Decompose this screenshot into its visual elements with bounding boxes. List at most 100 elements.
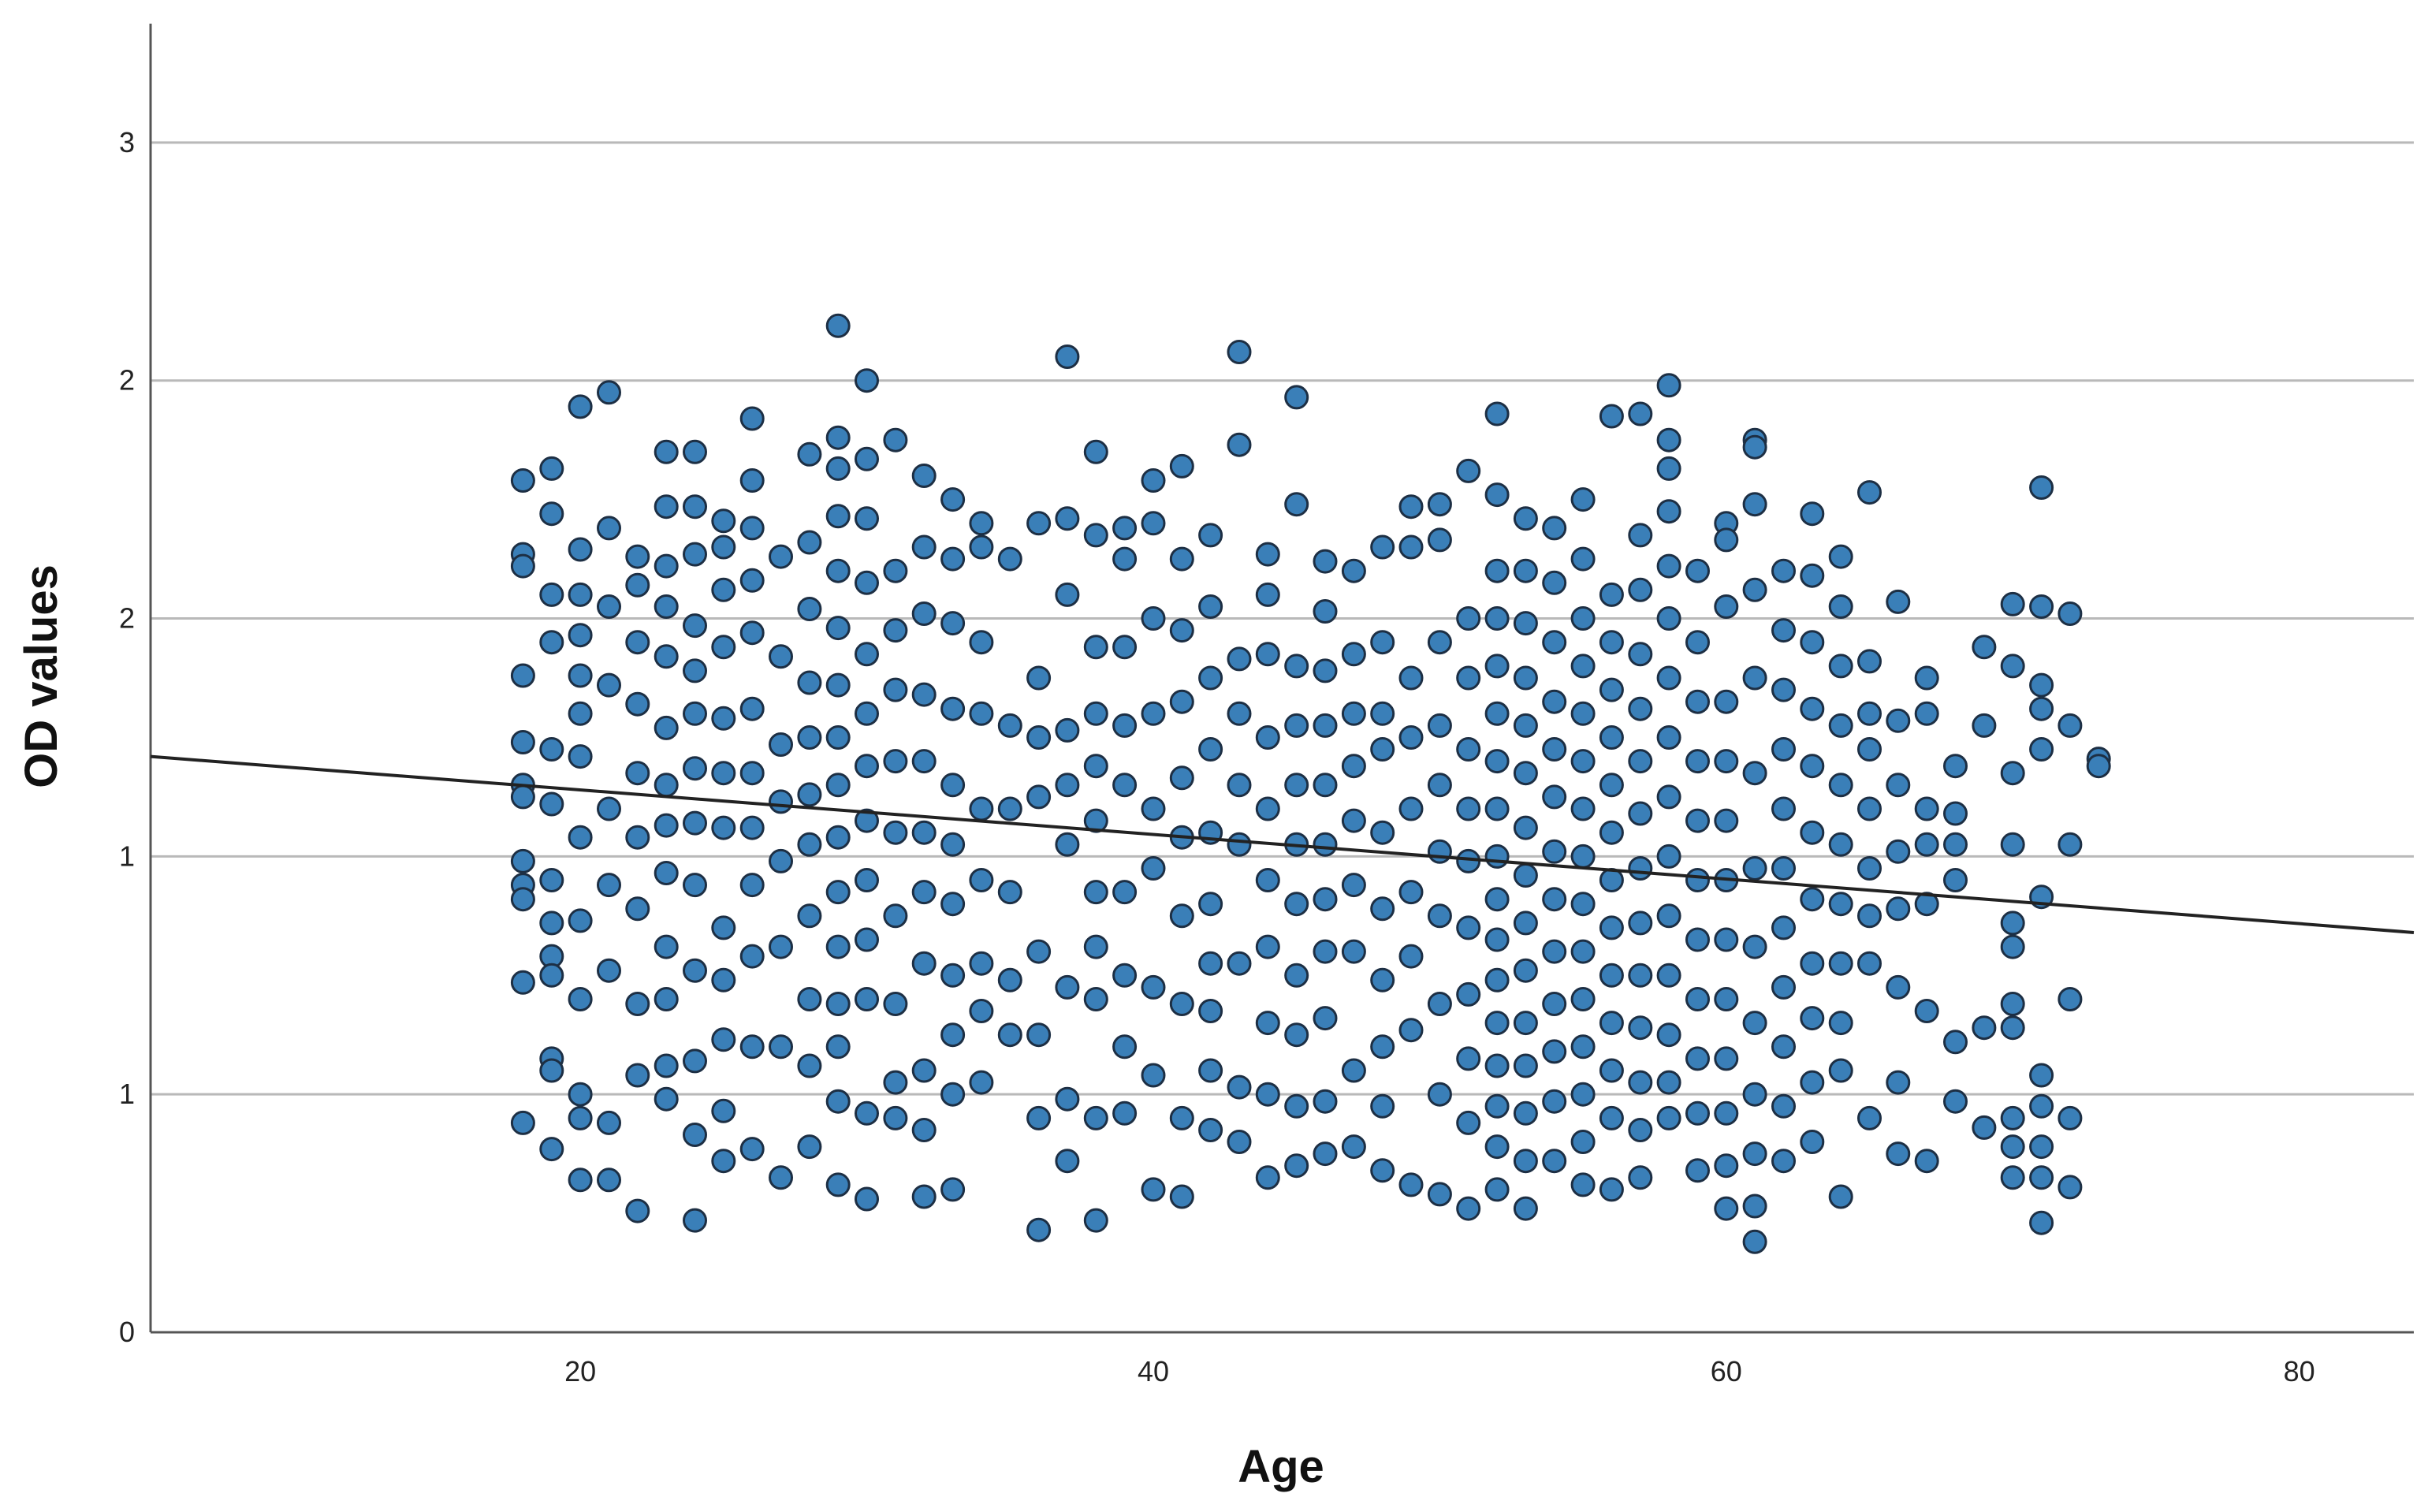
data-point — [1542, 992, 1567, 1016]
data-point — [739, 406, 765, 431]
data-point — [539, 630, 564, 655]
data-point — [1828, 713, 1853, 738]
x-axis-title: Age — [1238, 1441, 1324, 1492]
data-point — [1513, 1100, 1538, 1126]
data-point — [1370, 896, 1395, 922]
data-point — [1800, 951, 1825, 976]
data-point — [739, 696, 765, 721]
data-point — [1370, 1034, 1395, 1060]
data-point — [1427, 992, 1452, 1016]
data-point — [1055, 582, 1080, 607]
data-point — [1771, 856, 1796, 881]
data-point — [2057, 1175, 2083, 1200]
data-point — [911, 820, 937, 845]
data-point — [1542, 887, 1567, 912]
data-point — [855, 1100, 879, 1126]
data-point — [711, 815, 736, 840]
data-point — [510, 663, 535, 688]
data-point — [1800, 1070, 1825, 1095]
data-point — [711, 1027, 736, 1052]
data-point — [1513, 815, 1538, 840]
data-point — [1685, 1100, 1710, 1126]
data-point — [1255, 1082, 1280, 1107]
data-point — [1800, 501, 1825, 527]
data-point — [1742, 1229, 1767, 1254]
data-point — [539, 737, 564, 762]
data-point — [683, 873, 707, 898]
data-point — [1341, 808, 1366, 833]
data-point — [825, 992, 851, 1016]
data-point — [1542, 784, 1567, 810]
data-point — [1599, 725, 1624, 750]
data-point — [1685, 749, 1710, 774]
data-point — [625, 761, 650, 786]
data-point — [1628, 696, 1653, 721]
data-point — [1800, 1006, 1825, 1031]
data-point — [539, 582, 564, 607]
data-point — [711, 706, 736, 731]
data-point — [1398, 1172, 1424, 1197]
y-tick-labels: 0 1 1 2 2 3 — [119, 126, 135, 1348]
data-point — [940, 1082, 966, 1107]
data-point — [1656, 725, 1681, 750]
data-point — [1284, 1153, 1309, 1179]
data-point — [825, 1034, 851, 1060]
data-point — [1656, 784, 1681, 810]
data-point — [711, 967, 736, 992]
data-point — [1456, 981, 1481, 1007]
data-point — [510, 468, 535, 493]
data-point — [1227, 832, 1252, 857]
data-point — [568, 537, 593, 562]
data-point — [711, 534, 736, 560]
data-point — [1055, 974, 1080, 1000]
data-point — [883, 677, 908, 702]
data-point — [1026, 725, 1052, 750]
data-point — [1570, 749, 1596, 774]
data-point — [883, 1105, 908, 1130]
data-point — [1570, 606, 1596, 631]
data-point — [1656, 456, 1681, 481]
data-point — [883, 992, 908, 1016]
data-point — [997, 546, 1022, 572]
data-point — [2000, 832, 2025, 857]
data-point — [1656, 1022, 1681, 1048]
data-point — [1456, 737, 1481, 762]
data-point — [1456, 458, 1481, 483]
data-point — [1141, 606, 1166, 631]
data-point — [1313, 713, 1338, 738]
data-point — [1227, 432, 1252, 457]
data-point — [1685, 868, 1710, 892]
data-point — [1141, 974, 1166, 1000]
data-point — [769, 732, 793, 757]
data-point — [1284, 492, 1309, 517]
data-point — [597, 1168, 621, 1193]
data-point — [1570, 1130, 1596, 1154]
data-point — [1628, 963, 1653, 988]
data-point — [883, 558, 908, 583]
data-point — [1628, 523, 1653, 548]
data-point — [1513, 506, 1538, 531]
data-point — [2086, 754, 2111, 779]
data-point — [1198, 1058, 1223, 1083]
data-point — [1341, 939, 1366, 964]
y-tick-label: 1 — [119, 1078, 135, 1110]
data-point — [940, 963, 966, 988]
data-point — [997, 1022, 1022, 1048]
y-axis-title: OD values — [16, 564, 67, 788]
data-point — [625, 1198, 650, 1223]
data-point — [654, 594, 679, 619]
data-point — [1112, 1100, 1138, 1126]
data-point — [1055, 717, 1080, 743]
data-point — [997, 796, 1022, 821]
data-points — [510, 313, 2111, 1254]
data-point — [1513, 611, 1538, 636]
data-point — [855, 570, 879, 595]
data-point — [1313, 1141, 1338, 1167]
data-point — [1083, 880, 1108, 905]
data-point — [1112, 516, 1138, 541]
data-point — [1112, 546, 1138, 572]
data-point — [825, 934, 851, 959]
data-point — [1714, 749, 1739, 774]
data-point — [1599, 963, 1624, 988]
data-point — [568, 744, 593, 769]
